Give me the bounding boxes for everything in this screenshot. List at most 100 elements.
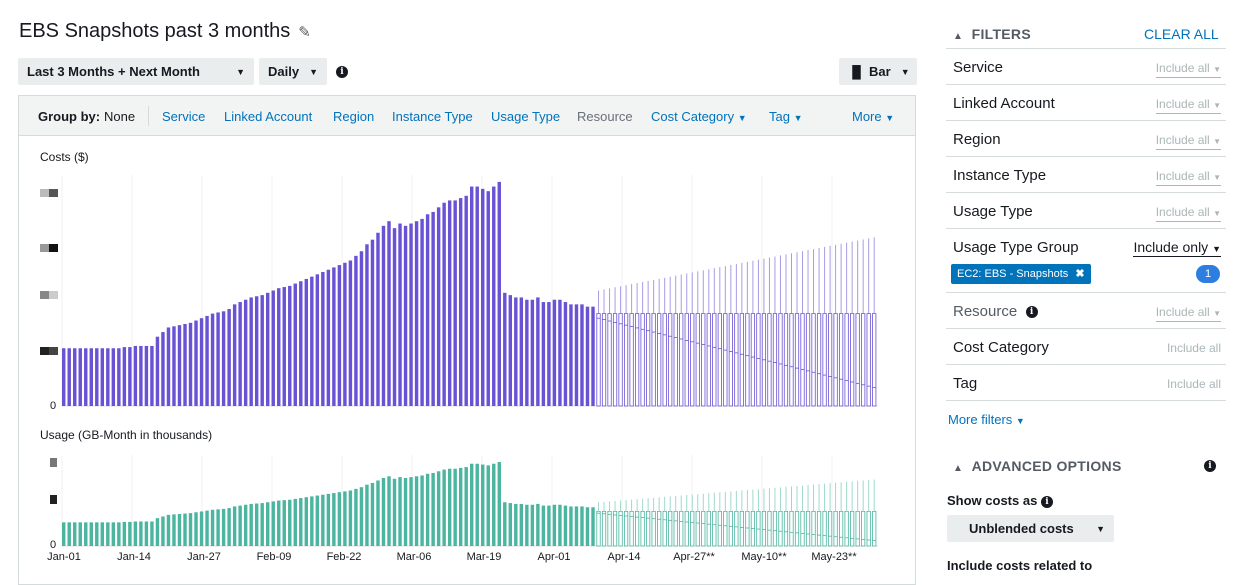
cost-bar <box>497 181 501 406</box>
cost-bar <box>111 348 116 406</box>
filter-cost-category[interactable]: Cost Category Include all <box>946 329 1226 365</box>
usage-bar <box>155 518 160 546</box>
forecast-usage-bar <box>657 511 662 547</box>
filter-linked-account-value[interactable]: Include all ▼ <box>1155 97 1221 114</box>
group-by-usage-type[interactable]: Usage Type <box>491 109 561 124</box>
forecast-bar <box>789 313 794 407</box>
usage-bar <box>563 505 568 546</box>
cost-bar <box>536 297 540 406</box>
group-by-cost-category[interactable]: Cost Category ▼ <box>651 109 747 124</box>
redacted-tick-label <box>50 458 57 467</box>
usage-bar <box>122 521 127 546</box>
filter-usage-type-value[interactable]: Include all ▼ <box>1155 205 1221 222</box>
usage-bar <box>497 462 501 546</box>
advanced-options-header[interactable]: ▲ ADVANCED OPTIONS <box>953 458 1122 474</box>
x-tick-label: Mar-19 <box>466 551 502 563</box>
forecast-bar <box>712 313 717 407</box>
usage-bar <box>288 499 292 546</box>
forecast-bar <box>723 313 728 407</box>
page-title: EBS Snapshots past 3 months ✎ <box>19 20 311 43</box>
cost-bar <box>326 269 331 406</box>
group-by-more[interactable]: More ▼ <box>852 109 894 124</box>
usage-bar <box>221 508 226 546</box>
cost-bar <box>271 290 275 406</box>
forecast-bar <box>850 313 855 407</box>
cost-bar <box>249 297 253 406</box>
cost-bar <box>221 311 226 406</box>
usage-bar <box>398 477 402 546</box>
filter-linked-account[interactable]: Linked Account Include all ▼ <box>946 85 1226 121</box>
x-tick-label: Jan-14 <box>117 551 151 563</box>
cost-bar <box>458 198 463 406</box>
forecast-bar <box>866 313 871 407</box>
usage-bar <box>453 468 457 546</box>
close-icon[interactable]: ✖ <box>1075 268 1085 280</box>
group-by-linked-account[interactable]: Linked Account <box>224 109 313 124</box>
cost-bar <box>552 299 557 406</box>
usage-bar <box>177 513 182 546</box>
filter-service[interactable]: Service Include all ▼ <box>946 49 1226 85</box>
cost-bar <box>62 348 66 406</box>
cost-bar <box>464 195 468 406</box>
info-icon[interactable]: i <box>336 66 348 78</box>
more-filters-link[interactable]: More filters ▼ <box>948 412 1025 427</box>
info-icon[interactable]: i <box>1025 306 1038 319</box>
cost-bar <box>475 186 479 406</box>
filter-region-value[interactable]: Include all ▼ <box>1155 133 1221 150</box>
filter-usage-type-group-value[interactable]: Include only ▼ <box>1133 239 1221 257</box>
x-tick-label: Apr-27** <box>673 551 715 563</box>
date-range-label: Last 3 Months + Next Month <box>27 64 200 79</box>
usage-bar <box>530 504 535 546</box>
usage-bar <box>365 484 369 546</box>
clear-all-link[interactable]: CLEAR ALL <box>1144 26 1219 42</box>
filter-instance-type[interactable]: Instance Type Include all ▼ <box>946 157 1226 193</box>
group-by-region[interactable]: Region <box>333 109 375 124</box>
info-icon[interactable]: i <box>1204 460 1216 472</box>
forecast-bar <box>767 313 772 407</box>
usage-bar <box>525 504 529 546</box>
cost-bar <box>354 255 358 406</box>
usage-bar <box>541 505 546 546</box>
pencil-icon[interactable]: ✎ <box>298 23 311 41</box>
advanced-options-label: ADVANCED OPTIONS <box>971 458 1122 474</box>
filter-value-text: Include all <box>1155 305 1210 319</box>
usage-bar <box>254 503 259 546</box>
usage-bar <box>293 498 297 546</box>
usage-bar <box>552 504 557 546</box>
cost-bar <box>585 306 590 406</box>
filter-resource-value[interactable]: Include all ▼ <box>1155 305 1221 322</box>
forecast-usage-bar <box>839 511 844 547</box>
collapse-triangle-icon: ▲ <box>953 31 964 42</box>
filter-region[interactable]: Region Include all ▼ <box>946 121 1226 157</box>
filters-header-label: FILTERS <box>971 26 1031 42</box>
usage-bar <box>299 498 303 546</box>
usage-bar <box>106 522 110 546</box>
group-by-service[interactable]: Service <box>162 109 206 124</box>
forecast-bar <box>728 313 733 407</box>
group-by-tag[interactable]: Tag ▼ <box>769 109 803 124</box>
filter-instance-type-value[interactable]: Include all ▼ <box>1155 169 1221 186</box>
usage-bar <box>183 513 187 546</box>
filter-tag[interactable]: Tag Include all <box>946 365 1226 401</box>
granularity-dropdown[interactable]: Daily ▼ <box>259 58 327 85</box>
forecast-bar <box>701 313 706 407</box>
filter-service-value[interactable]: Include all ▼ <box>1155 61 1221 78</box>
filter-usage-type-group[interactable]: Usage Type Group Include only ▼ <box>946 229 1226 293</box>
chevron-down-icon: ▼ <box>309 66 318 77</box>
forecast-usage-bar <box>844 511 849 547</box>
chart-style-dropdown[interactable]: ▐▌ Bar ▼ <box>839 58 917 85</box>
cost-bar <box>227 308 231 406</box>
info-icon[interactable]: i <box>1040 495 1053 508</box>
chevron-down-icon: ▼ <box>793 113 803 123</box>
x-tick-label: Feb-22 <box>326 551 362 563</box>
filter-usage-type[interactable]: Usage Type Include all ▼ <box>946 193 1226 229</box>
date-range-dropdown[interactable]: Last 3 Months + Next Month ▼ <box>18 58 254 85</box>
cost-bar <box>260 295 264 406</box>
filter-count-badge: 1 <box>1196 265 1220 283</box>
group-by-instance-type[interactable]: Instance Type <box>392 109 473 124</box>
filters-header[interactable]: ▲ FILTERS <box>953 26 1031 42</box>
filter-chip-label: EC2: EBS - Snapshots <box>957 268 1069 280</box>
cost-type-dropdown[interactable]: Unblended costs ▼ <box>947 515 1114 542</box>
filter-resource[interactable]: Resource i Include all ▼ <box>946 293 1226 329</box>
filter-chip: EC2: EBS - Snapshots ✖ <box>951 264 1091 284</box>
